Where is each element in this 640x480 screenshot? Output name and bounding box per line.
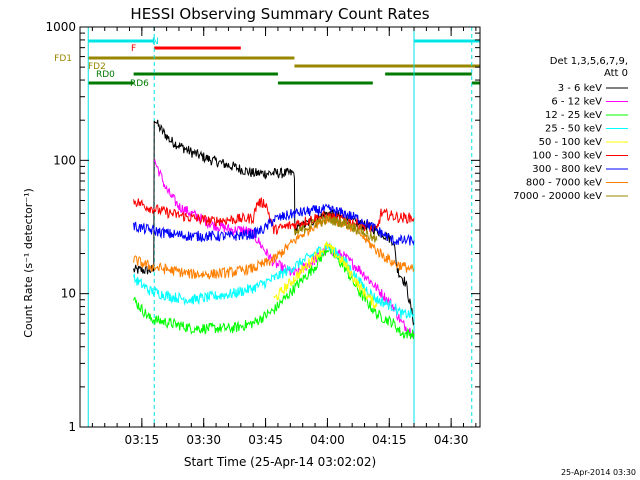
flag-label-rd6: RD6	[130, 79, 149, 89]
axes: 1 10 100 1000 03:15 03:30 03:45 04:00 04:15 04:30	[45, 20, 481, 447]
series-line-50-100-kev	[273, 241, 378, 310]
series-lines	[133, 119, 415, 340]
series-line-25-50-kev	[133, 242, 415, 319]
footer-timestamp: 25-Apr-2014 03:30	[561, 468, 636, 477]
x-tick-label: 04:30	[434, 433, 469, 447]
flag-label-rd0: RD0	[96, 70, 115, 80]
x-tick-label: 04:00	[310, 433, 345, 447]
legend-label: 12 - 25 keV	[545, 110, 602, 121]
y-tick-label: 10	[61, 287, 76, 301]
legend-header-line: Det 1,3,5,6,7,9,	[550, 56, 628, 67]
y-axis-label: Count Rate (s⁻¹ detector⁻¹)	[22, 188, 35, 338]
legend-label: 50 - 100 keV	[539, 137, 603, 148]
y-tick-label: 1000	[45, 20, 76, 34]
legend-label: 300 - 800 keV	[532, 164, 602, 175]
x-tick-label: 04:15	[372, 433, 407, 447]
flag-label-fd2: FD2	[88, 62, 106, 72]
legend-label: 3 - 6 keV	[558, 83, 602, 94]
legend-label: 100 - 300 keV	[532, 151, 602, 162]
legend: Det 1,3,5,6,7,9,Att 03 - 6 keV 6 - 12 keV…	[513, 56, 628, 202]
legend-label: 800 - 7000 keV	[526, 178, 602, 189]
x-tick-label: 03:45	[248, 433, 283, 447]
legend-label: 25 - 50 keV	[545, 124, 602, 135]
x-axis-label: Start Time (25-Apr-14 03:02:02)	[184, 455, 376, 469]
series-line-3-6-kev	[133, 119, 415, 326]
x-tick-label: 03:30	[186, 433, 221, 447]
y-tick-label: 100	[53, 153, 76, 167]
series-line-7000-20000-kev	[293, 213, 378, 243]
chart-title: HESSI Observing Summary Count Rates	[130, 5, 429, 23]
series-line-12-25-kev	[133, 246, 415, 340]
flag-label-n: N	[152, 37, 159, 47]
flag-label-f: F	[131, 44, 136, 54]
y-tick-label: 1	[68, 420, 76, 434]
legend-header-line: Att 0	[604, 68, 628, 79]
series-line-6-12-kev	[153, 158, 415, 338]
series-line-300-800-kev	[133, 203, 415, 246]
flag-label-fd1: FD1	[54, 54, 72, 64]
legend-label: 7000 - 20000 keV	[513, 191, 602, 202]
legend-label: 6 - 12 keV	[551, 97, 602, 108]
x-tick-label: 03:15	[125, 433, 160, 447]
plot-frame	[79, 26, 481, 428]
series-line-800-7000-kev	[133, 214, 415, 280]
